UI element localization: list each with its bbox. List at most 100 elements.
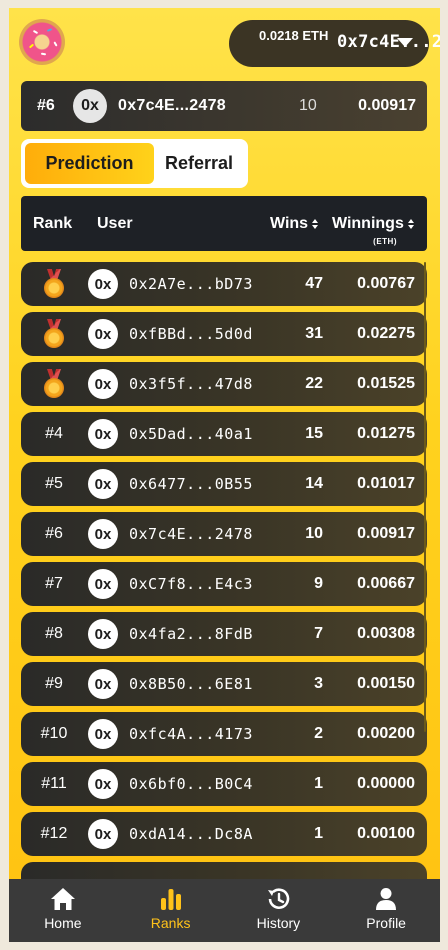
- winnings-value: 0.00917: [357, 525, 415, 542]
- header-user: User: [97, 215, 133, 232]
- nav-profile[interactable]: Profile: [332, 879, 440, 942]
- rank-cell: #10: [21, 712, 87, 756]
- table-row[interactable]: #9 0x 0x8B50...6E81 3 0.00150: [21, 662, 427, 706]
- avatar: 0x: [88, 519, 118, 549]
- rank-cell: #9: [21, 662, 87, 706]
- table-row[interactable]: #8 0x 0x4fa2...8FdB 7 0.00308: [21, 612, 427, 656]
- rank-cell: #12: [21, 812, 87, 856]
- avatar: 0x: [88, 769, 118, 799]
- table-row[interactable]: #11 0x 0x6bf0...B0C4 1 0.00000: [21, 762, 427, 806]
- sort-icon: [312, 218, 319, 229]
- winnings-value: 0.00200: [357, 725, 415, 742]
- row-rank: #10: [40, 725, 68, 742]
- avatar: 0x: [88, 469, 118, 499]
- rank-cell: #5: [21, 462, 87, 506]
- wins-value: 1: [314, 825, 323, 842]
- tab-prediction[interactable]: Prediction: [25, 143, 154, 184]
- header-winnings: Winnings: [332, 215, 404, 232]
- row-rank: #12: [40, 825, 68, 842]
- winnings-value: 0.02275: [357, 325, 415, 342]
- user-address: 0x8B50...6E81: [129, 675, 253, 693]
- user-address: 0x5Dad...40a1: [129, 425, 253, 443]
- my-avatar: 0x: [73, 89, 107, 123]
- winnings-value: 0.00667: [357, 575, 415, 592]
- avatar: 0x: [88, 669, 118, 699]
- user-address: 0xfBBd...5d0d: [129, 325, 253, 343]
- home-icon: [50, 888, 75, 910]
- avatar: 0x: [88, 819, 118, 849]
- nav-history-label: History: [256, 915, 301, 931]
- wins-value: 1: [314, 775, 323, 792]
- sort-wins-button[interactable]: Wins: [270, 215, 319, 233]
- wins-value: 9: [314, 575, 323, 592]
- nav-ranks[interactable]: Ranks: [117, 879, 225, 942]
- table-row[interactable]: #10 0x 0xfc4A...4173 2 0.00200: [21, 712, 427, 756]
- user-address: 0x7c4E...2478: [129, 525, 253, 543]
- nav-profile-label: Profile: [366, 915, 406, 931]
- winnings-value: 0.00150: [357, 675, 415, 692]
- my-winnings: 0.00917: [358, 97, 416, 114]
- donut-logo-icon[interactable]: [19, 19, 65, 65]
- table-header: Rank User Wins Winnings (ETH): [21, 196, 427, 251]
- avatar: 0x: [88, 619, 118, 649]
- wins-value: 3: [314, 675, 323, 692]
- my-rank-row: #6 0x 0x7c4E...2478 10 0.00917: [21, 81, 427, 131]
- wins-value: 2: [314, 725, 323, 742]
- row-rank: #4: [45, 425, 63, 442]
- table-row[interactable]: #12 0x 0xdA14...Dc8A 1 0.00100: [21, 812, 427, 856]
- rank-cell: #4: [21, 412, 87, 456]
- wallet-dropdown[interactable]: 0x7c4E...2478 0.0218 ETH: [229, 20, 440, 67]
- sort-winnings-button[interactable]: Winnings: [332, 215, 415, 233]
- user-address: 0x2A7e...bD73: [129, 275, 253, 293]
- winnings-value: 0.01525: [357, 375, 415, 392]
- row-rank: #6: [45, 525, 63, 542]
- my-address: 0x7c4E...2478: [118, 97, 226, 114]
- leaderboard-tabs: Prediction Referral: [21, 139, 248, 188]
- silver-medal-icon: [43, 319, 65, 349]
- row-rank: #7: [45, 575, 63, 592]
- rank-cell: [21, 362, 87, 406]
- table-row[interactable]: 0x 0x3f5f...47d8 22 0.01525: [21, 362, 427, 406]
- row-rank: #5: [45, 475, 63, 492]
- wins-value: 47: [305, 275, 323, 292]
- wins-value: 15: [305, 425, 323, 442]
- table-row[interactable]: #5 0x 0x6477...0B55 14 0.01017: [21, 462, 427, 506]
- wins-value: 31: [305, 325, 323, 342]
- wins-value: 10: [305, 525, 323, 542]
- user-address: 0xdA14...Dc8A: [129, 825, 253, 843]
- avatar: 0x: [88, 569, 118, 599]
- rank-cell: #6: [21, 512, 87, 556]
- sort-icon: [407, 218, 415, 229]
- user-address: 0x6bf0...B0C4: [129, 775, 253, 793]
- user-icon: [376, 888, 397, 910]
- chevron-down-icon: [397, 38, 413, 47]
- user-address: 0x3f5f...47d8: [129, 375, 253, 393]
- winnings-value: 0.00100: [357, 825, 415, 842]
- rank-cell: #8: [21, 612, 87, 656]
- scrollbar[interactable]: [424, 262, 426, 732]
- rank-cell: #7: [21, 562, 87, 606]
- bar-chart-icon: [160, 889, 181, 910]
- user-address: 0x4fa2...8FdB: [129, 625, 253, 643]
- winnings-value: 0.01275: [357, 425, 415, 442]
- nav-history[interactable]: History: [225, 879, 333, 942]
- header-wins: Wins: [270, 215, 309, 232]
- wins-value: 7: [314, 625, 323, 642]
- table-row[interactable]: #4 0x 0x5Dad...40a1 15 0.01275: [21, 412, 427, 456]
- table-row[interactable]: #6 0x 0x7c4E...2478 10 0.00917: [21, 512, 427, 556]
- table-row[interactable]: 0x 0x2A7e...bD73 47 0.00767: [21, 262, 427, 306]
- nav-home[interactable]: Home: [9, 879, 117, 942]
- tab-referral[interactable]: Referral: [164, 153, 234, 173]
- user-address: 0x6477...0B55: [129, 475, 253, 493]
- gold-medal-icon: [43, 269, 65, 299]
- rank-cell: [21, 312, 87, 356]
- winnings-value: 0.00308: [357, 625, 415, 642]
- nav-ranks-label: Ranks: [150, 915, 191, 931]
- avatar: 0x: [88, 419, 118, 449]
- wallet-balance: 0.0218 ETH: [259, 28, 329, 43]
- history-icon: [268, 888, 290, 909]
- avatar: 0x: [88, 369, 118, 399]
- nav-home-label: Home: [44, 915, 82, 931]
- table-row[interactable]: 0x 0xfBBd...5d0d 31 0.02275: [21, 312, 427, 356]
- table-row[interactable]: #7 0x 0xC7f8...E4c3 9 0.00667: [21, 562, 427, 606]
